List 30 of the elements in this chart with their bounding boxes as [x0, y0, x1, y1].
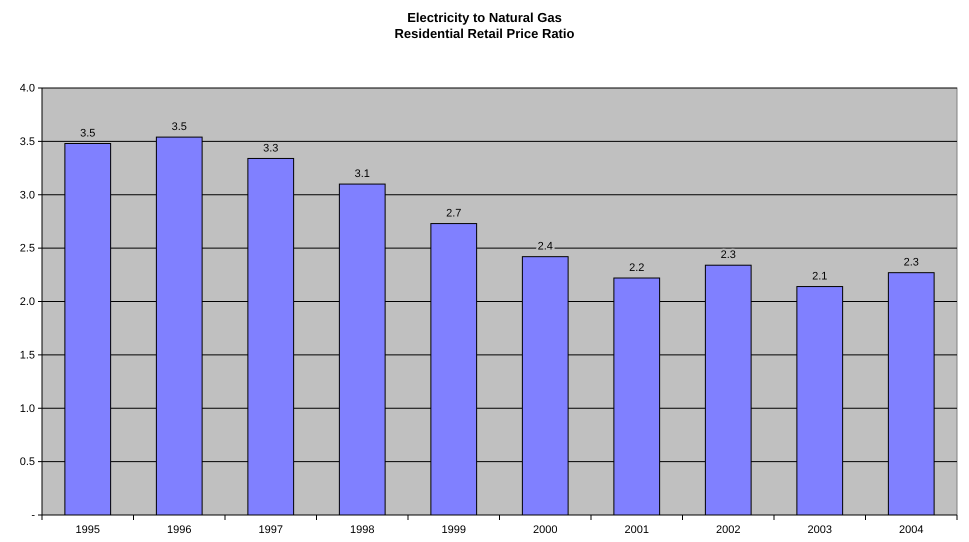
y-tick-label: 2.0: [20, 296, 35, 308]
x-tick-label: 2001: [624, 524, 649, 536]
y-tick-label: 3.5: [20, 136, 35, 148]
x-tick-label: 1995: [76, 524, 100, 536]
chart-subtitle: Residential Retail Price Ratio: [394, 26, 574, 41]
x-tick-label: 2002: [716, 524, 740, 536]
x-tick-label: 1997: [258, 524, 283, 536]
y-tick-label: 3.0: [20, 189, 35, 202]
x-tick-label: 1998: [350, 524, 374, 536]
x-tick-label: 1999: [442, 524, 466, 536]
y-tick-label: 2.5: [20, 242, 35, 255]
data-label: 3.1: [354, 168, 370, 180]
y-tick-label: 4.0: [20, 82, 35, 95]
data-label: 3.5: [172, 121, 187, 134]
data-label: 2.3: [904, 256, 919, 269]
x-tick-label: 2000: [533, 524, 558, 536]
data-label: 2.3: [720, 249, 736, 262]
y-tick-label: 1.0: [20, 402, 35, 415]
x-tick-label: 1996: [167, 524, 192, 536]
data-label: 2.7: [446, 208, 462, 220]
data-label: 2.1: [812, 270, 828, 283]
data-label: 2.2: [629, 262, 644, 274]
chart-title: Electricity to Natural Gas: [407, 10, 562, 25]
y-tick-label: -: [31, 510, 36, 522]
y-tick-label: 1.5: [20, 349, 35, 362]
y-tick-label: 0.5: [20, 456, 35, 468]
data-label: 3.3: [263, 142, 278, 154]
x-tick-label: 2003: [808, 524, 832, 536]
x-tick-label: 2004: [899, 524, 924, 536]
data-label: 3.5: [80, 128, 96, 140]
